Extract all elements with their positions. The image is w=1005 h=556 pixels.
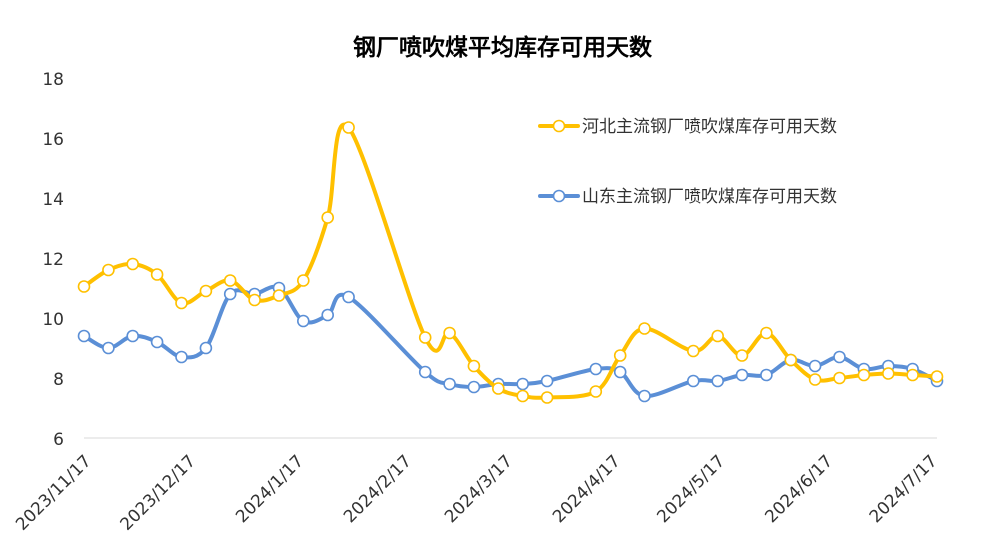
chart-title: 钢厂喷吹煤平均库存可用天数 [353, 35, 652, 61]
data-point-shandong [77, 329, 91, 343]
data-point-shandong [150, 335, 164, 349]
data-point-hebei [711, 329, 725, 343]
data-point-hebei [77, 280, 91, 293]
data-point-shandong [686, 374, 700, 388]
data-point-hebei [491, 382, 505, 395]
y-tick-label: 8 [53, 370, 64, 390]
data-point-hebei [342, 121, 355, 134]
data-point-shandong [126, 329, 139, 343]
data-point-hebei [857, 368, 871, 382]
x-tick-label: 2023/11/17 [12, 451, 95, 534]
data-point-shandong [833, 350, 846, 364]
data-point-hebei [150, 268, 164, 281]
data-point-shandong [589, 362, 603, 376]
y-tick-label: 14 [42, 190, 64, 210]
data-point-shandong [467, 380, 481, 394]
data-point-shandong [296, 314, 310, 328]
data-point-shandong [443, 377, 456, 391]
x-tick-label: 2024/5/17 [653, 451, 729, 527]
data-point-hebei [833, 371, 846, 385]
series-line-hebei [82, 122, 939, 400]
data-point-shandong [711, 374, 725, 388]
data-point-hebei [321, 211, 335, 224]
data-point-hebei [638, 322, 651, 335]
x-tick-label: 2024/2/17 [340, 451, 416, 527]
data-point-shandong [342, 290, 355, 304]
data-point-hebei [418, 331, 432, 344]
x-tick-label: 2024/1/17 [232, 451, 308, 527]
y-tick-label: 6 [53, 430, 64, 450]
data-point-hebei [930, 370, 944, 383]
data-point-hebei [516, 389, 530, 403]
data-point-hebei [540, 391, 554, 404]
data-point-shandong [808, 359, 822, 373]
data-point-shandong [760, 368, 773, 382]
y-tick-label: 18 [42, 70, 64, 90]
data-point-shandong [735, 368, 749, 382]
data-point-shandong [418, 365, 432, 379]
data-point-hebei [906, 368, 919, 382]
data-point-hebei [199, 284, 213, 298]
data-point-shandong [175, 350, 188, 364]
data-point-hebei [248, 293, 261, 307]
data-point-hebei [223, 274, 237, 287]
data-point-hebei [613, 349, 627, 362]
data-point-shandong [199, 341, 213, 355]
legend-swatch-marker [552, 119, 566, 133]
x-tick-label: 2024/7/17 [866, 451, 942, 527]
data-point-hebei [272, 289, 286, 302]
y-tick-label: 12 [42, 250, 64, 270]
data-point-hebei [126, 257, 139, 271]
data-point-hebei [175, 296, 188, 310]
legend-label: 河北主流钢厂喷吹煤库存可用天数 [582, 117, 837, 137]
data-point-hebei [296, 274, 310, 287]
data-point-hebei [443, 326, 456, 340]
data-point-shandong [540, 374, 554, 388]
data-point-hebei [784, 353, 798, 367]
data-point-hebei [735, 349, 749, 362]
data-point-hebei [808, 373, 822, 386]
x-tick-label: 2023/12/17 [117, 451, 200, 534]
legend-label: 山东主流钢厂喷吹煤库存可用天数 [582, 187, 837, 207]
data-point-shandong [223, 287, 237, 301]
legend-swatch-marker [552, 189, 566, 203]
data-point-hebei [467, 359, 481, 373]
data-point-shandong [516, 377, 530, 391]
data-point-shandong [321, 308, 335, 322]
data-point-hebei [589, 385, 603, 398]
y-tick-label: 10 [42, 310, 64, 330]
x-tick-label: 2024/6/17 [761, 451, 837, 527]
data-point-shandong [638, 389, 651, 403]
y-tick-label: 16 [42, 130, 64, 150]
data-point-hebei [102, 263, 115, 277]
data-point-shandong [102, 341, 115, 355]
data-point-hebei [760, 326, 773, 340]
x-tick-label: 2024/3/17 [441, 451, 517, 527]
x-tick-label: 2024/4/17 [549, 451, 625, 527]
data-point-shandong [613, 365, 627, 379]
data-point-hebei [881, 367, 895, 380]
data-point-hebei [686, 344, 700, 358]
